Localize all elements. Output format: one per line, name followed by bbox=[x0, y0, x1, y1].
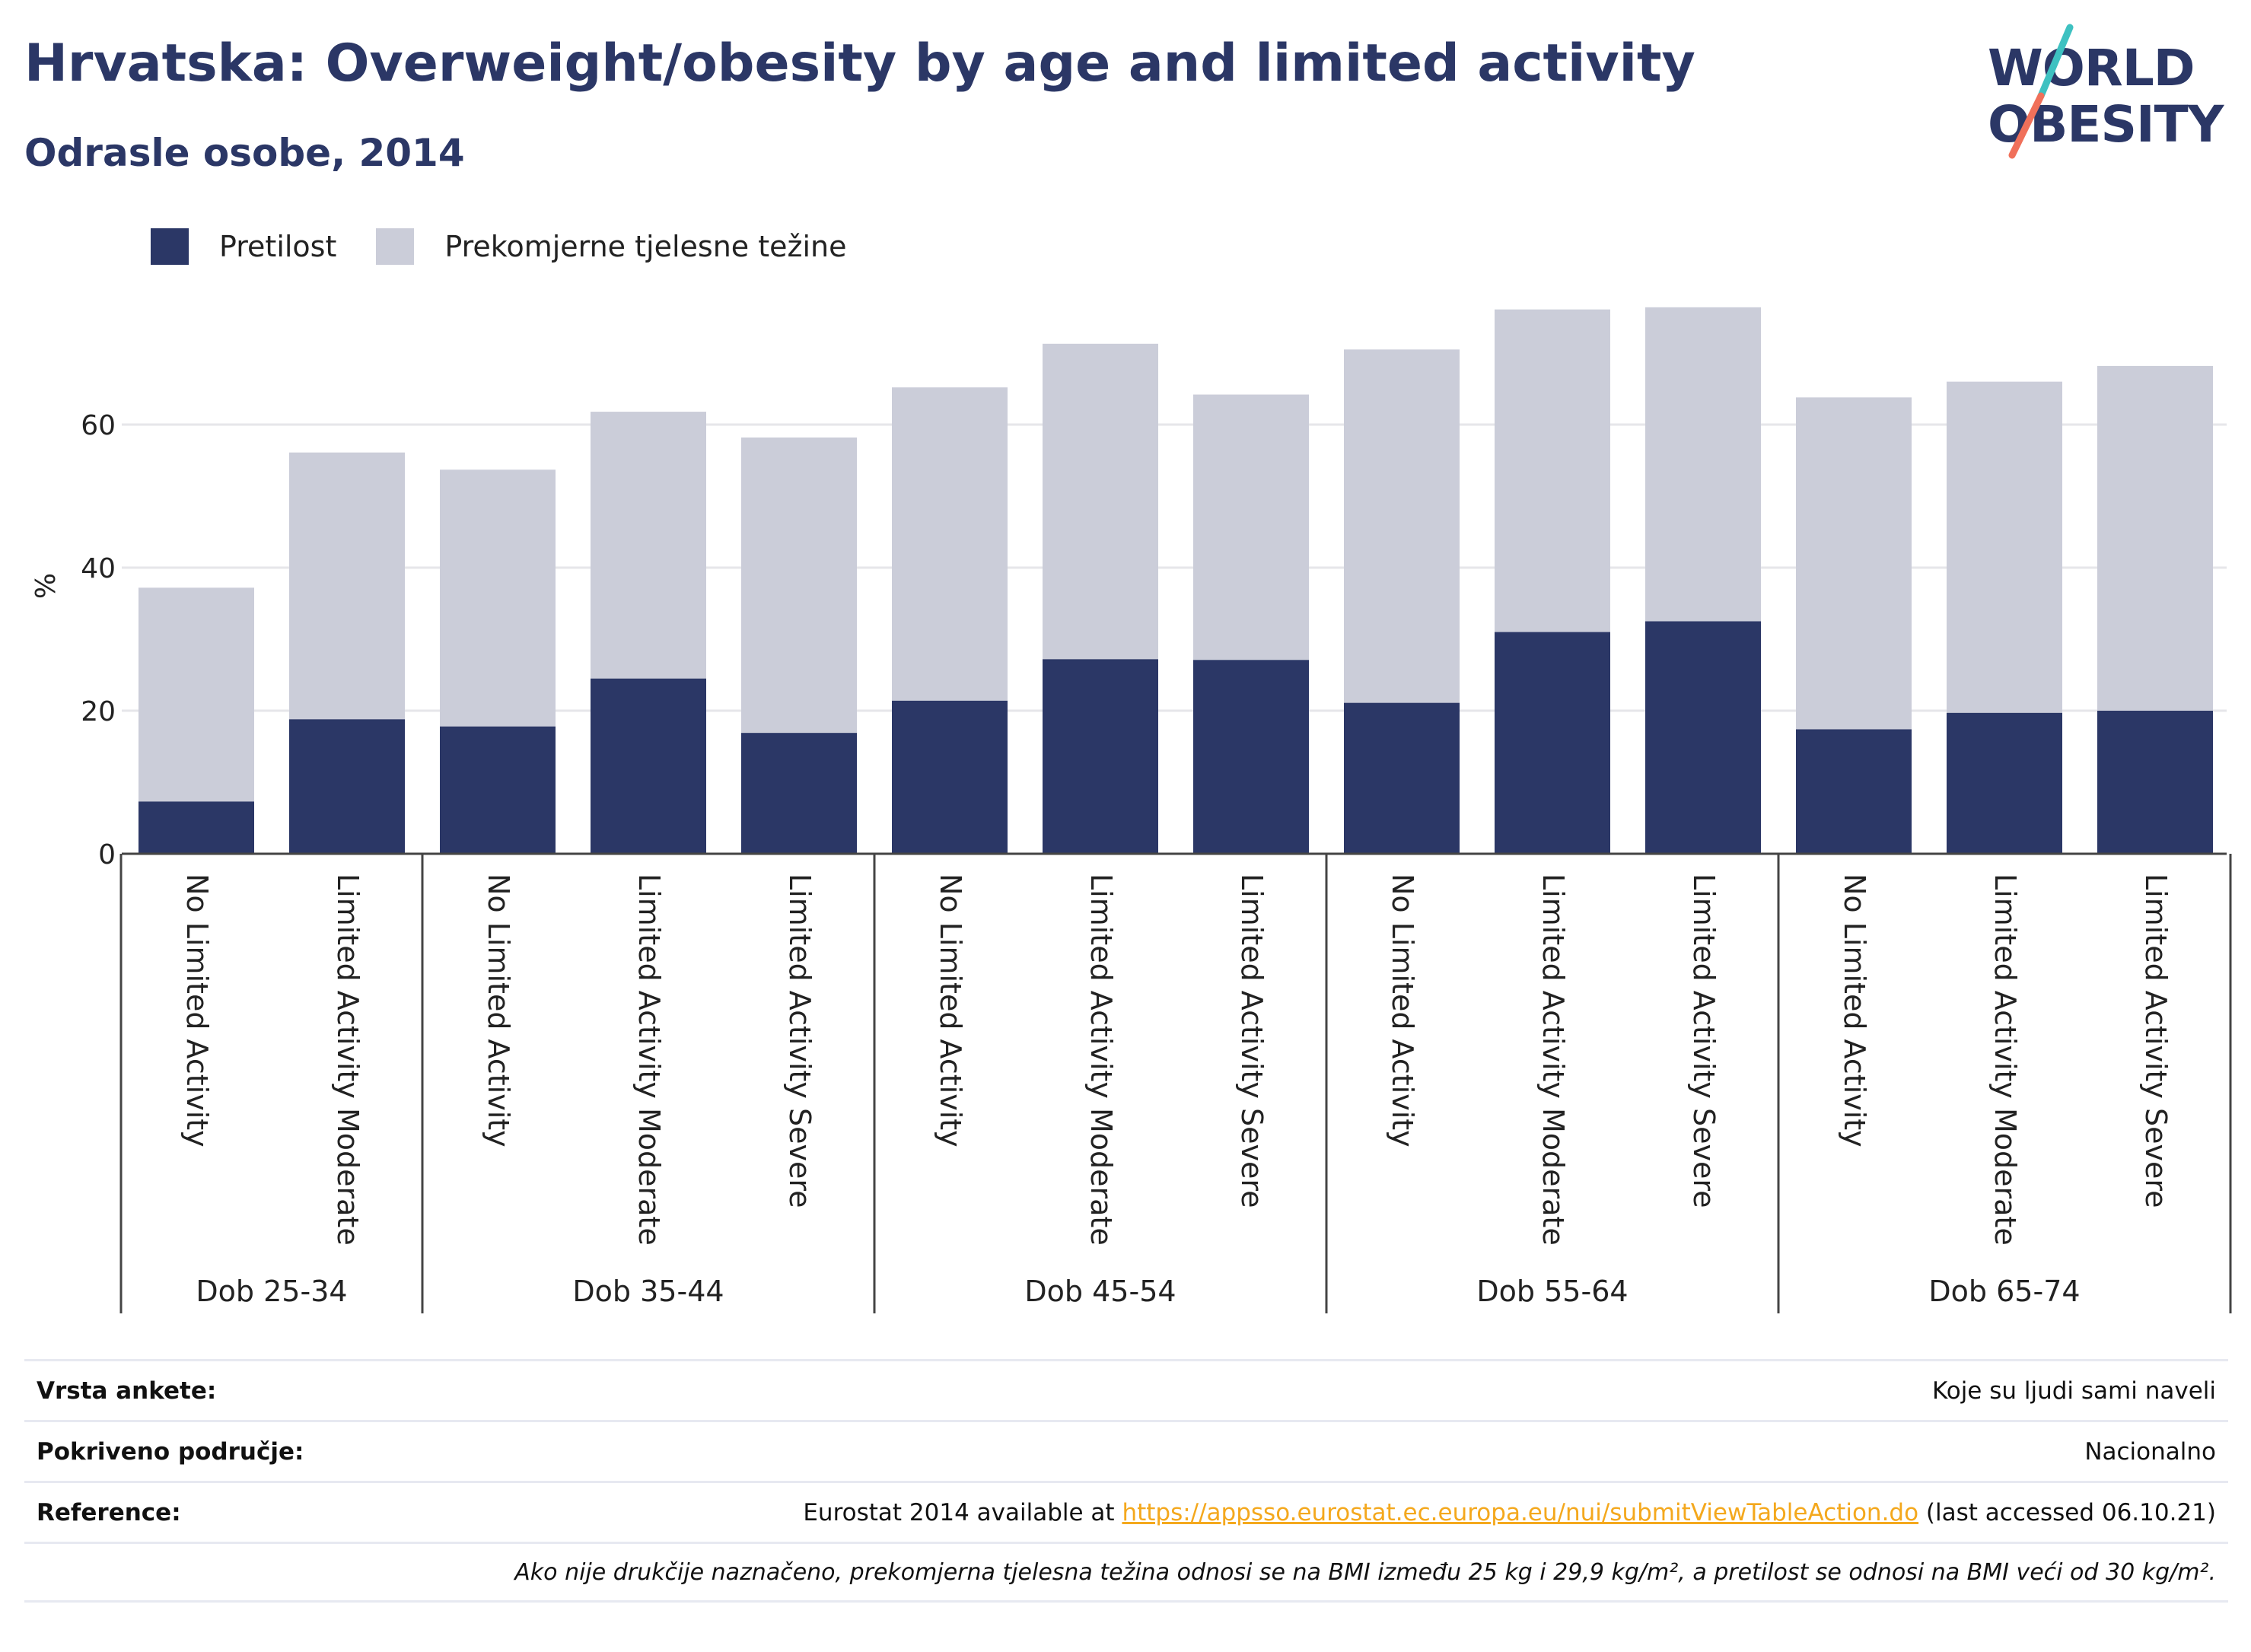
bar-overweight bbox=[2097, 365, 2213, 711]
info-value-reference: Eurostat 2014 available at https://appss… bbox=[803, 1499, 2216, 1526]
category-label: No Limited Activity bbox=[1386, 874, 1419, 1147]
bar-overweight bbox=[591, 412, 706, 679]
world-obesity-logo: WORLD OBESITY bbox=[1988, 24, 2226, 159]
info-table: Vrsta ankete: Koje su ljudi sami naveli … bbox=[24, 1359, 2228, 1603]
reference-prefix: Eurostat 2014 available at bbox=[803, 1498, 1122, 1526]
category-label: Limited Activity Moderate bbox=[1084, 874, 1118, 1246]
y-tick-label: 40 bbox=[81, 553, 116, 584]
category-label: No Limited Activity bbox=[1838, 874, 1871, 1147]
logo-slash-bottom bbox=[2008, 92, 2045, 159]
group-label: Dob 35-44 bbox=[572, 1275, 724, 1308]
info-value-coverage: Nacionalno bbox=[2084, 1437, 2216, 1466]
info-key-coverage: Pokriveno područje: bbox=[37, 1437, 304, 1466]
logo-slash-top bbox=[2037, 24, 2074, 100]
category-label: Limited Activity Moderate bbox=[331, 874, 365, 1246]
bar-obesity bbox=[1796, 729, 1912, 854]
info-row-survey-type: Vrsta ankete: Koje su ljudi sami naveli bbox=[24, 1359, 2228, 1420]
legend-swatch-overweight bbox=[376, 228, 415, 265]
category-label: Limited Activity Moderate bbox=[1988, 874, 2022, 1246]
bar-obesity bbox=[1947, 712, 2062, 854]
category-label: No Limited Activity bbox=[934, 874, 967, 1147]
group-label: Dob 45-54 bbox=[1024, 1275, 1176, 1308]
group-label: Dob 55-64 bbox=[1476, 1275, 1628, 1308]
bar-overweight bbox=[138, 587, 254, 802]
reference-suffix: (last accessed 06.10.21) bbox=[1918, 1498, 2216, 1526]
group-label: Dob 25-34 bbox=[196, 1275, 347, 1308]
legend-label-obesity: Pretilost bbox=[219, 230, 337, 263]
definition-note: Ako nije drukčije naznačeno, prekomjerna… bbox=[514, 1558, 2216, 1586]
category-label: Limited Activity Severe bbox=[1687, 874, 1721, 1208]
info-row-note: Ako nije drukčije naznačeno, prekomjerna… bbox=[24, 1542, 2228, 1603]
bar-overweight bbox=[1043, 343, 1158, 660]
reference-link[interactable]: https://appsso.eurostat.ec.europa.eu/nui… bbox=[1122, 1498, 1919, 1526]
bar-overweight bbox=[741, 437, 857, 734]
bar-overweight bbox=[892, 387, 1008, 701]
info-value-survey-type: Koje su ljudi sami naveli bbox=[1931, 1377, 2216, 1405]
y-tick-label: 0 bbox=[98, 839, 116, 871]
info-key-survey-type: Vrsta ankete: bbox=[37, 1377, 217, 1405]
legend-label-overweight: Prekomjerne tjelesne težine bbox=[444, 230, 847, 263]
legend: Pretilost Prekomjerne tjelesne težine bbox=[151, 225, 887, 268]
bar-obesity bbox=[892, 700, 1008, 854]
bar-obesity bbox=[1193, 660, 1309, 854]
page-subtitle: Odrasle osobe, 2014 bbox=[24, 131, 465, 175]
bar-overweight bbox=[1796, 397, 1912, 730]
bar-overweight bbox=[289, 452, 405, 720]
category-label: Limited Activity Moderate bbox=[632, 874, 666, 1246]
bar-obesity bbox=[1495, 632, 1610, 854]
bar-obesity bbox=[2097, 711, 2213, 854]
y-tick-label: 60 bbox=[81, 410, 116, 441]
legend-item-overweight[interactable]: Prekomjerne tjelesne težine bbox=[376, 228, 847, 265]
bar-obesity bbox=[1043, 659, 1158, 854]
y-axis-title: % bbox=[30, 573, 62, 599]
group-label: Dob 65-74 bbox=[1928, 1275, 2080, 1308]
legend-swatch-obesity bbox=[151, 228, 189, 265]
bar-obesity bbox=[591, 678, 706, 854]
legend-item-obesity[interactable]: Pretilost bbox=[151, 228, 336, 265]
bar-overweight bbox=[1645, 307, 1761, 622]
bar-obesity bbox=[440, 726, 556, 854]
bar-obesity bbox=[289, 719, 405, 854]
page-title: Hrvatska: Overweight/obesity by age and … bbox=[24, 33, 1695, 94]
category-label: Limited Activity Severe bbox=[783, 874, 817, 1208]
category-label: Limited Activity Severe bbox=[1235, 874, 1269, 1208]
info-row-reference: Reference: Eurostat 2014 available at ht… bbox=[24, 1481, 2228, 1542]
bar-overweight bbox=[1495, 309, 1610, 632]
bar-obesity bbox=[1645, 621, 1761, 854]
category-label: No Limited Activity bbox=[180, 874, 214, 1147]
bar-overweight bbox=[440, 469, 556, 727]
bar-obesity bbox=[1344, 702, 1460, 854]
bar-overweight bbox=[1193, 394, 1309, 660]
bar-overweight bbox=[1344, 349, 1460, 703]
category-label: Limited Activity Severe bbox=[2139, 874, 2173, 1208]
info-key-reference: Reference: bbox=[37, 1498, 181, 1526]
category-label: Limited Activity Moderate bbox=[1536, 874, 1570, 1246]
bar-overweight bbox=[1947, 381, 2062, 713]
y-tick-label: 20 bbox=[81, 696, 116, 727]
bar-obesity bbox=[741, 733, 857, 854]
info-row-coverage: Pokriveno područje: Nacionalno bbox=[24, 1420, 2228, 1481]
category-label: No Limited Activity bbox=[482, 874, 515, 1147]
logo-line-1: WORLD bbox=[1988, 39, 2195, 97]
bar-obesity bbox=[138, 801, 254, 854]
stacked-bar-chart: % 0 20 40 60 No Limited Activity Limited Acti… bbox=[30, 307, 2232, 1313]
